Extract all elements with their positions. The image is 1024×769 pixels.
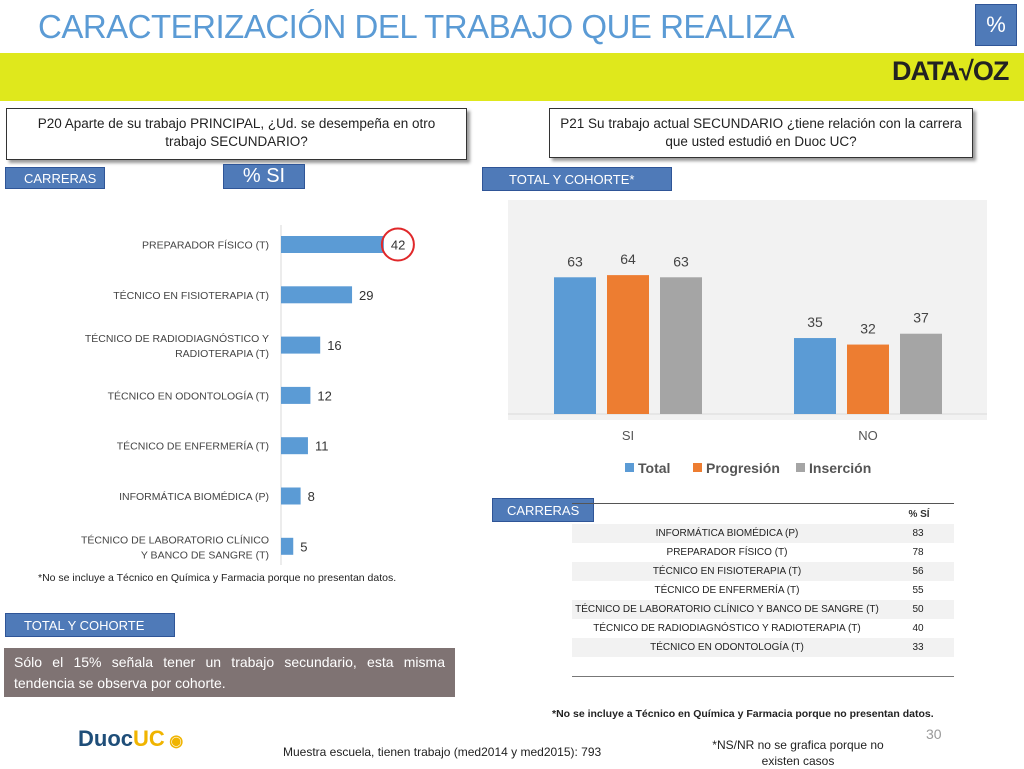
vbar-category-label: SI xyxy=(622,428,634,443)
hbar-category-label: TÉCNICO DE RADIODIAGNÓSTICO Y RADIOTERAPI… xyxy=(85,332,269,360)
vbar-value-label: 32 xyxy=(860,321,876,337)
hbar xyxy=(281,487,301,505)
horizontal-bar-chart: 42 PREPARADOR FÍSICO (T) 29 TÉCNICO EN FISI… xyxy=(81,225,415,565)
total-cohorte-tag: TOTAL Y COHORTE* xyxy=(482,167,672,191)
percent-badge: % xyxy=(975,4,1017,46)
brand-right: UC xyxy=(133,726,165,751)
question-p21: P21 Su trabajo actual SECUNDARIO ¿tiene … xyxy=(549,108,973,158)
hbar-value-label: 8 xyxy=(308,489,315,504)
legend-label: Total xyxy=(638,460,670,476)
hbar-category-label: TÉCNICO EN ODONTOLOGÍA (T) xyxy=(108,389,269,402)
legend-label: Inserción xyxy=(809,460,871,476)
brand-left: Duoc xyxy=(78,726,133,751)
table-row: TÉCNICO EN ODONTOLOGÍA (T) 33 xyxy=(572,638,954,657)
table-row: TÉCNICO DE LABORATORIO CLÍNICO Y BANCO D… xyxy=(572,600,954,619)
hbar xyxy=(281,336,321,354)
legend-swatch xyxy=(625,463,634,472)
table-row: TÉCNICO EN FISIOTERAPIA (T) 56 xyxy=(572,562,954,581)
hbar xyxy=(281,537,294,555)
table-note: *No se incluye a Técnico en Química y Fa… xyxy=(552,708,934,720)
header-band xyxy=(0,53,1024,101)
summary-box: Sólo el 15% señala tener un trabajo secu… xyxy=(4,648,455,697)
datavoz-logo: DATA√OZ xyxy=(892,56,1009,87)
vbar-value-label: 37 xyxy=(913,310,929,326)
hbar xyxy=(281,236,384,253)
hbar-value-label: 5 xyxy=(300,539,307,554)
table-bottom-rule xyxy=(572,676,954,677)
hbar-value-label: 12 xyxy=(317,388,331,403)
page-title: CARACTERIZACIÓN DEL TRABAJO QUE REALIZA xyxy=(38,8,795,45)
table-cell-value: 40 xyxy=(912,623,924,634)
table-cell-value: 56 xyxy=(882,562,954,581)
table-row: TÉCNICO DE ENFERMERÍA (T) 55 xyxy=(572,581,954,600)
grouped-bar-chart: 63 64 63 SI 35 32 37 NO Total Progresión Inserció… xyxy=(508,200,987,476)
legend-label: Progresión xyxy=(706,460,780,476)
question-p20: P20 Aparte de su trabajo PRINCIPAL, ¿Ud.… xyxy=(6,108,467,160)
duoc-uc-logo: DuocUC ◉ xyxy=(78,726,183,752)
highlight-circle xyxy=(380,227,415,262)
table-cell-carrera: TÉCNICO EN ODONTOLOGÍA (T) xyxy=(572,638,882,657)
table-row: INFORMÁTICA BIOMÉDICA (P) 83 xyxy=(572,524,954,543)
vbar-category-label: NO xyxy=(858,428,878,443)
vbar xyxy=(554,277,596,414)
hbar-value-label: 16 xyxy=(327,338,341,353)
table-cell-carrera: INFORMÁTICA BIOMÉDICA (P) xyxy=(572,524,882,543)
table-row: PREPARADOR FÍSICO (T) 78 xyxy=(572,543,954,562)
hbar xyxy=(281,286,353,304)
vbar xyxy=(847,344,889,414)
hbar xyxy=(281,386,311,404)
carreras-table-tag: CARRERAS xyxy=(492,498,594,522)
sample-note: Muestra escuela, tienen trabajo (med2014… xyxy=(283,745,602,759)
table-cell-value: 83 xyxy=(882,524,954,543)
carreras-table: INFORMÁTICA BIOMÉDICA (P) 83 PREPARADOR FÍ… xyxy=(572,524,954,657)
logo-text-left: DATA xyxy=(892,56,960,86)
vbar xyxy=(660,277,702,414)
left-chart-note: *No se incluye a Técnico en Química y Fa… xyxy=(38,572,397,584)
table-cell-carrera: TÉCNICO DE ENFERMERÍA (T) xyxy=(654,585,800,596)
percent-si-label: % SI xyxy=(223,164,305,189)
seal-icon: ◉ xyxy=(164,733,184,750)
vbar xyxy=(900,333,942,414)
total-cohorte-tag-left: TOTAL Y COHORTE xyxy=(5,613,175,637)
table-row: TÉCNICO DE RADIODIAGNÓSTICO Y RADIOTERAP… xyxy=(572,619,954,638)
legend-swatch xyxy=(796,463,805,472)
vbar-value-label: 64 xyxy=(620,251,636,267)
vbar-value-label: 63 xyxy=(567,253,583,269)
vbar xyxy=(794,338,836,414)
table-header-si: % SÍ xyxy=(908,509,930,520)
v-check-icon: √ xyxy=(958,56,974,86)
table-cell-carrera: TÉCNICO DE RADIODIAGNÓSTICO Y RADIOTERAP… xyxy=(593,623,861,634)
table-cell-value: 78 xyxy=(912,547,924,558)
table-cell-carrera: TÉCNICO EN FISIOTERAPIA (T) xyxy=(572,562,882,581)
hbar-value-label: 29 xyxy=(359,288,373,303)
vbar-value-label: 35 xyxy=(807,314,823,330)
carreras-tag: CARRERAS xyxy=(5,167,105,189)
hbar-category-label: TÉCNICO DE LABORATORIO CLÍNICO Y BANCO DE… xyxy=(81,533,269,561)
logo-text-right: OZ xyxy=(972,56,1009,86)
table-cell-carrera: TÉCNICO DE LABORATORIO CLÍNICO Y BANCO D… xyxy=(572,600,882,619)
hbar-category-label: PREPARADOR FÍSICO (T) xyxy=(142,239,269,252)
vbar-value-label: 63 xyxy=(673,253,689,269)
hbar-value-label: 42 xyxy=(391,238,405,253)
table-cell-carrera: PREPARADOR FÍSICO (T) xyxy=(666,547,788,558)
table-cell-value: 33 xyxy=(882,638,954,657)
nsnr-note: *NS/NR no se grafica porque no existen c… xyxy=(712,738,884,768)
legend-swatch xyxy=(693,463,702,472)
hbar-category-label: INFORMÁTICA BIOMÉDICA (P) xyxy=(119,490,269,503)
hbar-category-label: TÉCNICO EN FISIOTERAPIA (T) xyxy=(113,289,269,302)
page-number: 30 xyxy=(926,726,942,742)
table-cell-value: 55 xyxy=(912,585,924,596)
table-cell-value: 50 xyxy=(882,600,954,619)
hbar xyxy=(281,437,308,455)
hbar-category-label: TÉCNICO DE ENFERMERÍA (T) xyxy=(117,440,269,453)
hbar-value-label: 11 xyxy=(315,439,329,454)
table-top-rule xyxy=(572,503,954,504)
vbar xyxy=(607,275,649,414)
